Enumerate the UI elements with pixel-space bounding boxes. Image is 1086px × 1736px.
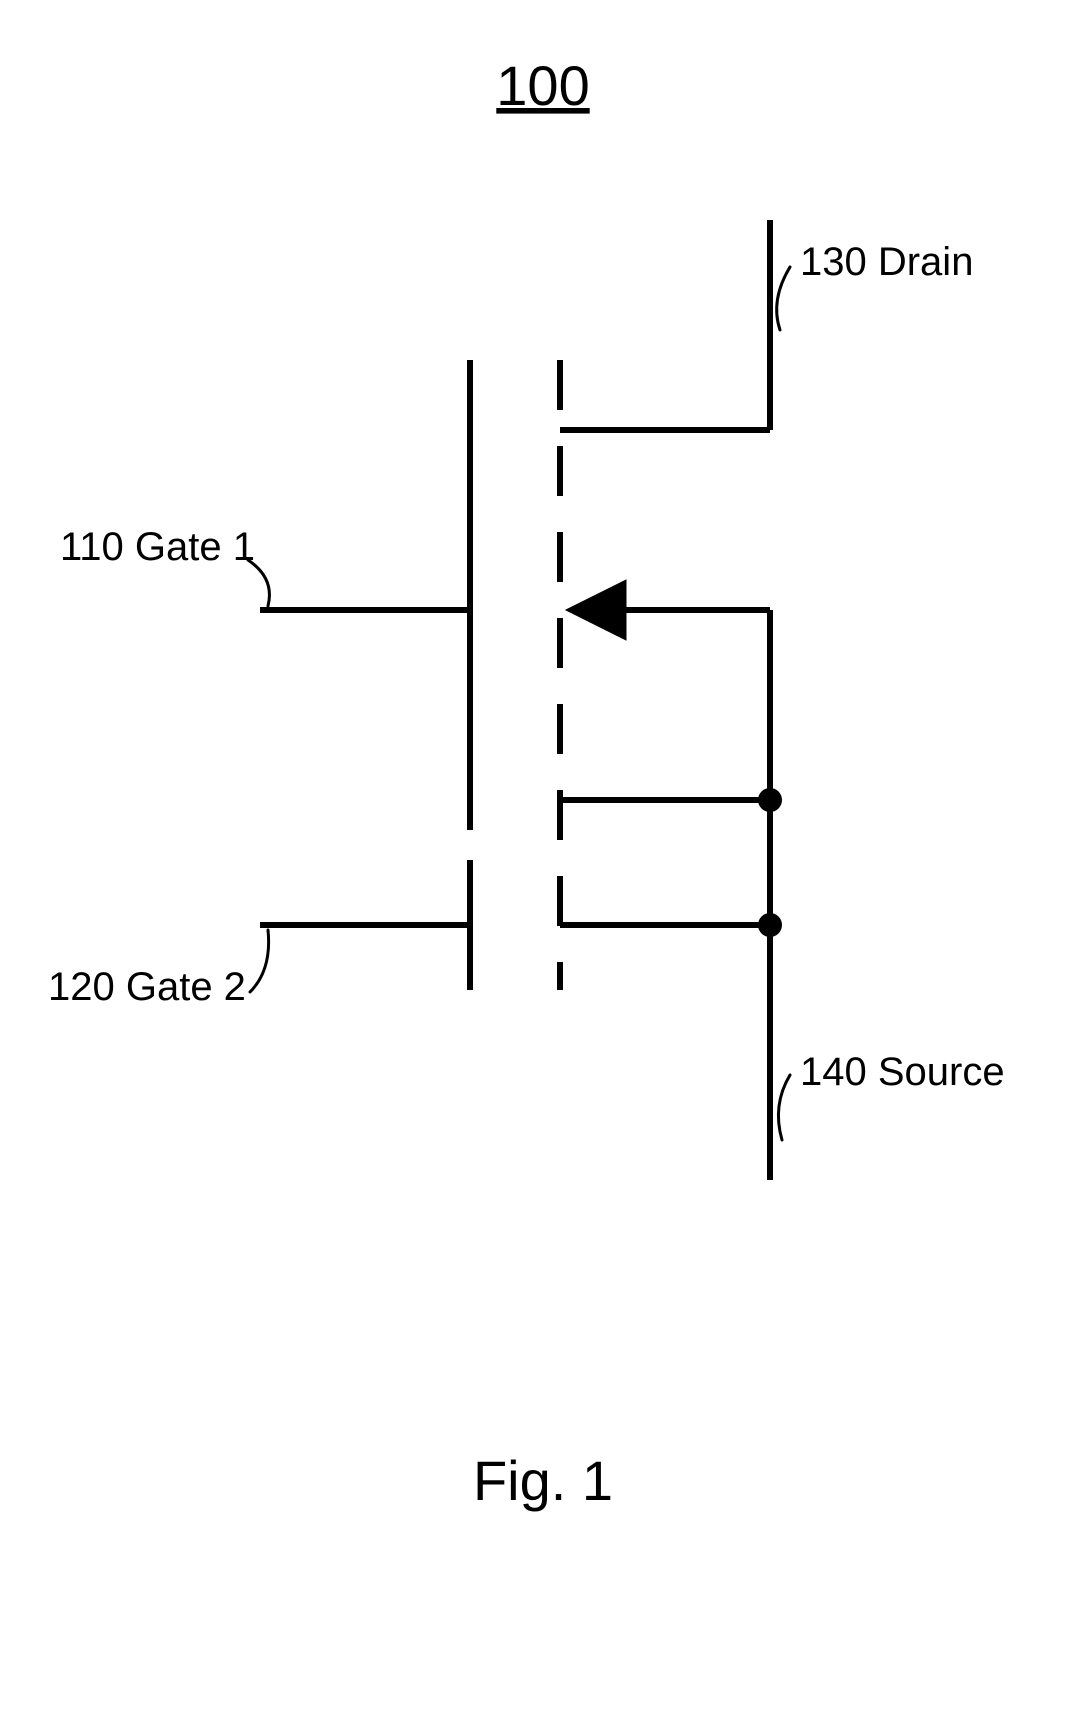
gate2-label: 120 Gate 2 [48, 965, 246, 1009]
body-arrow-icon [566, 580, 626, 640]
gate2-leader [250, 930, 269, 992]
gate1-label: 110 Gate 1 [60, 525, 255, 569]
figure-ref-number: 100 [496, 54, 589, 117]
figure-caption: Fig. 1 [473, 1449, 613, 1512]
drain-leader [777, 267, 790, 330]
source-leader [778, 1075, 790, 1140]
drain-label: 130 Drain [800, 240, 973, 284]
source-label: 140 Source [800, 1050, 1005, 1094]
